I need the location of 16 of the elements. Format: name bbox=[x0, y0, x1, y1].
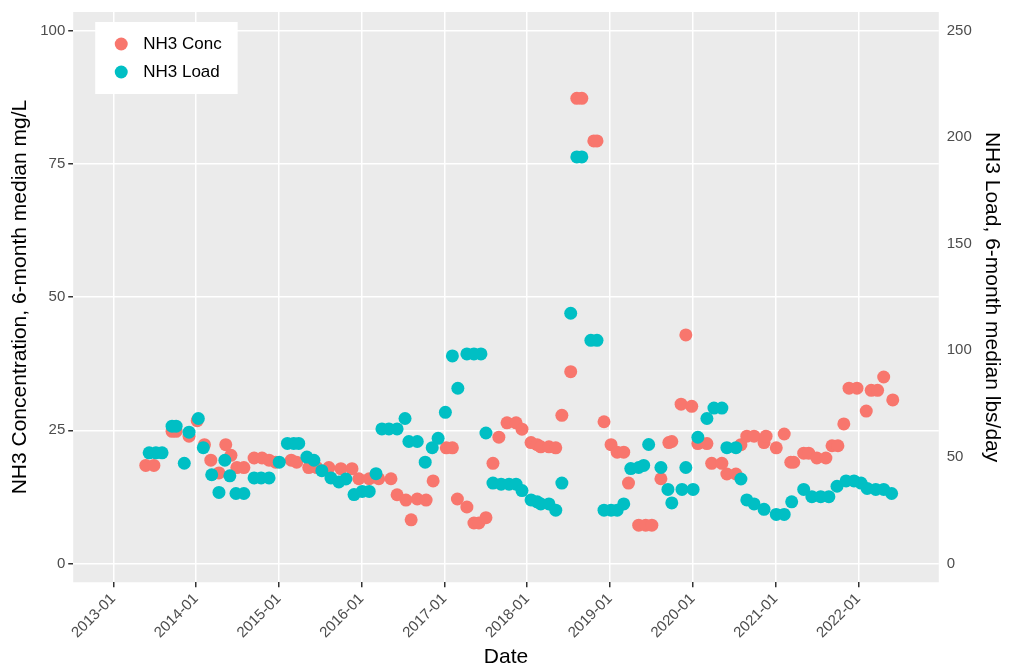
y2-tick-label: 100 bbox=[946, 340, 972, 358]
y2-tick-label: 50 bbox=[946, 447, 964, 465]
y2-tick-label: 200 bbox=[946, 127, 972, 145]
y-axis-title: NH3 Concentration, 6-month median mg/L bbox=[7, 99, 31, 495]
y2-tick-label: 250 bbox=[946, 20, 972, 38]
y-tick-label: 25 bbox=[48, 420, 66, 438]
y2-tick-label: 0 bbox=[946, 553, 956, 571]
y2-tick-label: 150 bbox=[946, 233, 972, 251]
y2-axis-title: NH3 Load, 6-month median lbs/day bbox=[981, 131, 1005, 463]
legend-label: NH3 Conc bbox=[143, 33, 223, 53]
y-tick-label: 75 bbox=[48, 154, 66, 171]
y-tick-label: 50 bbox=[48, 287, 66, 305]
y-tick-label: 100 bbox=[40, 20, 66, 38]
legend-label: NH3 Load bbox=[143, 61, 220, 81]
x-axis-title: Date bbox=[483, 644, 529, 668]
y-tick-label: 0 bbox=[56, 553, 66, 571]
